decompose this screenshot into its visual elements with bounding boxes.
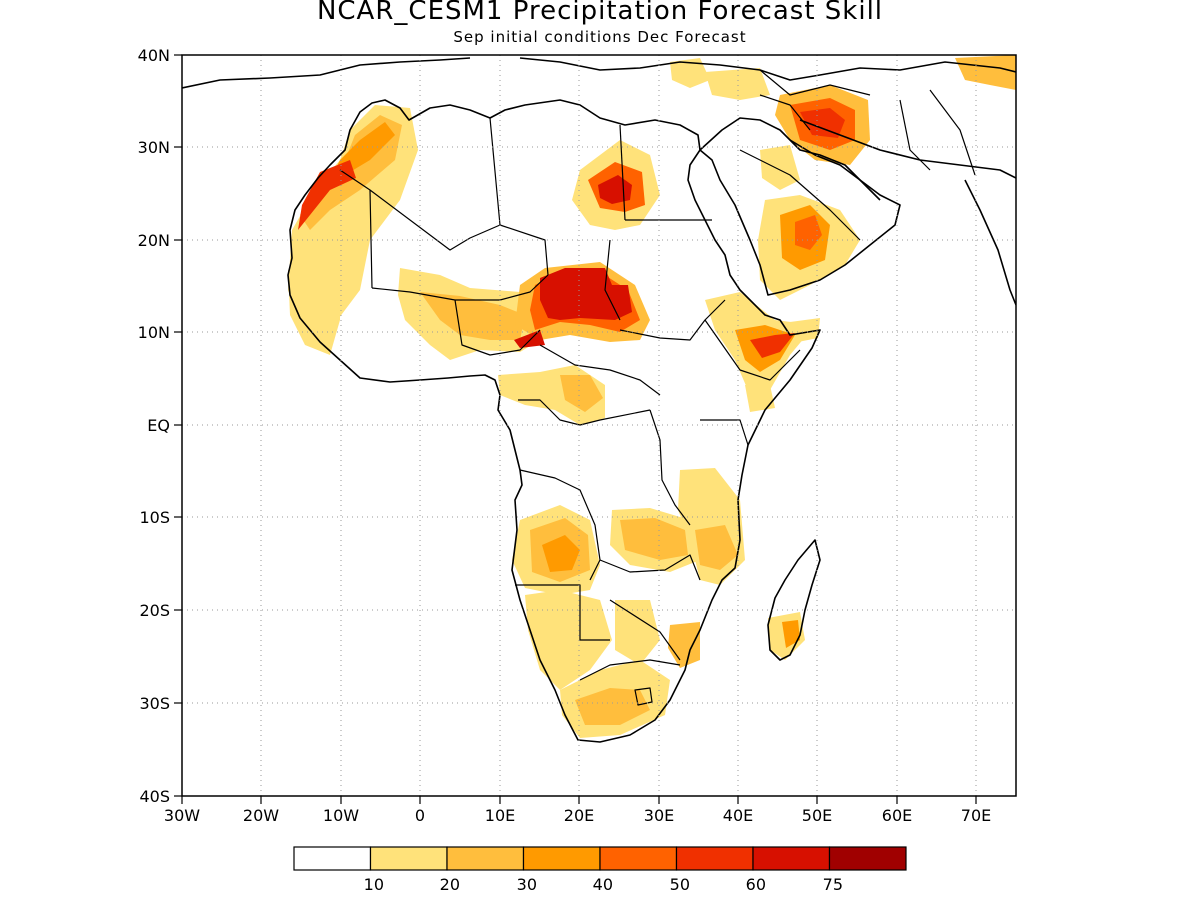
lat-label: 10S xyxy=(139,508,170,527)
shading-botswana xyxy=(615,600,660,665)
border-ethiopia xyxy=(704,319,801,381)
border-botswana xyxy=(609,599,681,661)
colorbar-box-5 xyxy=(675,846,754,871)
colorbar-label: 40 xyxy=(593,875,613,894)
persian-gulf-coast xyxy=(789,139,881,201)
colorbar-label: 20 xyxy=(440,875,460,894)
shading-east-africa-patch xyxy=(745,385,775,412)
colorbar-box-2 xyxy=(446,846,525,871)
border-turkey xyxy=(759,69,871,96)
border-drc-angola xyxy=(519,469,601,581)
shading-namibia xyxy=(525,590,612,690)
border-south-sudan xyxy=(619,299,726,341)
lon-label: 20W xyxy=(243,806,279,825)
colorbar-box-3 xyxy=(522,846,601,871)
skill-shading xyxy=(288,55,1016,738)
shading-chad-sudan-core xyxy=(540,268,632,320)
border-nigeria xyxy=(454,299,541,356)
lon-label: 0 xyxy=(415,806,425,825)
lon-label: 30E xyxy=(644,806,674,825)
lon-label: 70E xyxy=(961,806,991,825)
map-title: NCAR_CESM1 Precipitation Forecast Skill xyxy=(316,0,884,26)
colorbar-box-6 xyxy=(752,846,831,871)
map-subtitle: Sep initial conditions Dec Forecast xyxy=(453,28,747,46)
border-drc-east xyxy=(649,409,691,526)
lon-label: 20E xyxy=(564,806,594,825)
border-saudi xyxy=(739,149,861,241)
shading-north-med xyxy=(670,58,710,88)
border-iraq xyxy=(759,94,811,131)
border-kenya xyxy=(700,419,749,446)
lat-label: 40N xyxy=(138,46,170,65)
shading-zambia-inner xyxy=(620,518,688,560)
lon-label: 60E xyxy=(882,806,912,825)
lat-label: 30S xyxy=(139,694,170,713)
colorbar-box-0 xyxy=(293,846,372,871)
lat-label: 20S xyxy=(139,601,170,620)
shading-nw-coast-core xyxy=(298,160,356,230)
lat-label: EQ xyxy=(147,416,170,435)
shading-near-east xyxy=(760,145,800,190)
shading-central-africa-inner xyxy=(560,375,603,412)
lon-label: 50E xyxy=(802,806,832,825)
shading-tanzania-inner xyxy=(695,525,738,570)
border-car xyxy=(539,344,661,396)
colorbar-box-1 xyxy=(369,846,448,871)
shading-angola-core xyxy=(542,535,580,572)
colorbar-label: 75 xyxy=(823,875,843,894)
shading-north-med-2 xyxy=(705,68,770,100)
lon-label: 40E xyxy=(723,806,753,825)
lat-label: 30N xyxy=(138,138,170,157)
madagascar-coastline xyxy=(767,539,821,661)
mediterranean-north-coast xyxy=(182,57,471,89)
border-congo xyxy=(518,399,651,426)
shading-sahel-inner xyxy=(420,292,525,340)
border-chad-sudan xyxy=(604,239,621,321)
lat-label: 20N xyxy=(138,231,170,250)
lat-label: 40S xyxy=(139,787,170,806)
shading-iran-core xyxy=(800,108,845,138)
colorbar: 10 20 30 40 50 60 75 xyxy=(293,846,907,894)
border-pakistan xyxy=(929,89,976,176)
border-niger-chad xyxy=(499,224,549,276)
axis-ticks xyxy=(174,54,977,804)
mediterranean-east-coast xyxy=(519,57,1016,81)
colorbar-label: 30 xyxy=(517,875,537,894)
country-borders xyxy=(339,69,976,706)
colorbar-label: 10 xyxy=(364,875,384,894)
grid-lines xyxy=(182,55,1016,796)
lat-axis-labels: 40N 30N 20N 10N EQ 10S 20S 30S 40S xyxy=(138,46,170,806)
colorbar-box-4 xyxy=(599,846,678,871)
colorbar-box-7 xyxy=(828,846,907,871)
border-namibia xyxy=(515,584,610,641)
lon-label: 10W xyxy=(323,806,359,825)
border-libya-egypt xyxy=(619,124,626,221)
border-algeria-mali xyxy=(369,189,501,251)
shading-south-africa-inner xyxy=(575,688,650,725)
shading-mozambique xyxy=(668,622,700,668)
india-coast xyxy=(964,179,1016,306)
border-sahel xyxy=(371,274,549,301)
border-lesotho xyxy=(634,687,653,706)
shading-madagascar-inner xyxy=(782,620,800,648)
shading-ethiopia-core xyxy=(750,333,795,358)
lon-label: 30W xyxy=(164,806,200,825)
lat-label: 10N xyxy=(138,323,170,342)
shading-chad-south-core xyxy=(514,330,545,348)
border-iran-afghan xyxy=(899,99,931,171)
shading-somalia-patch xyxy=(790,318,820,342)
border-south-africa xyxy=(579,659,681,681)
lon-label: 10E xyxy=(485,806,515,825)
shading-ne-corner xyxy=(955,55,1016,90)
border-zambia xyxy=(599,554,701,581)
lon-axis-labels: 30W 20W 10W 0 10E 20E 30E 40E 50E 60E 70… xyxy=(164,806,991,825)
shading-arabia-core xyxy=(795,215,822,250)
colorbar-label: 60 xyxy=(746,875,766,894)
border-algeria-libya xyxy=(489,117,501,226)
colorbar-label: 50 xyxy=(670,875,690,894)
